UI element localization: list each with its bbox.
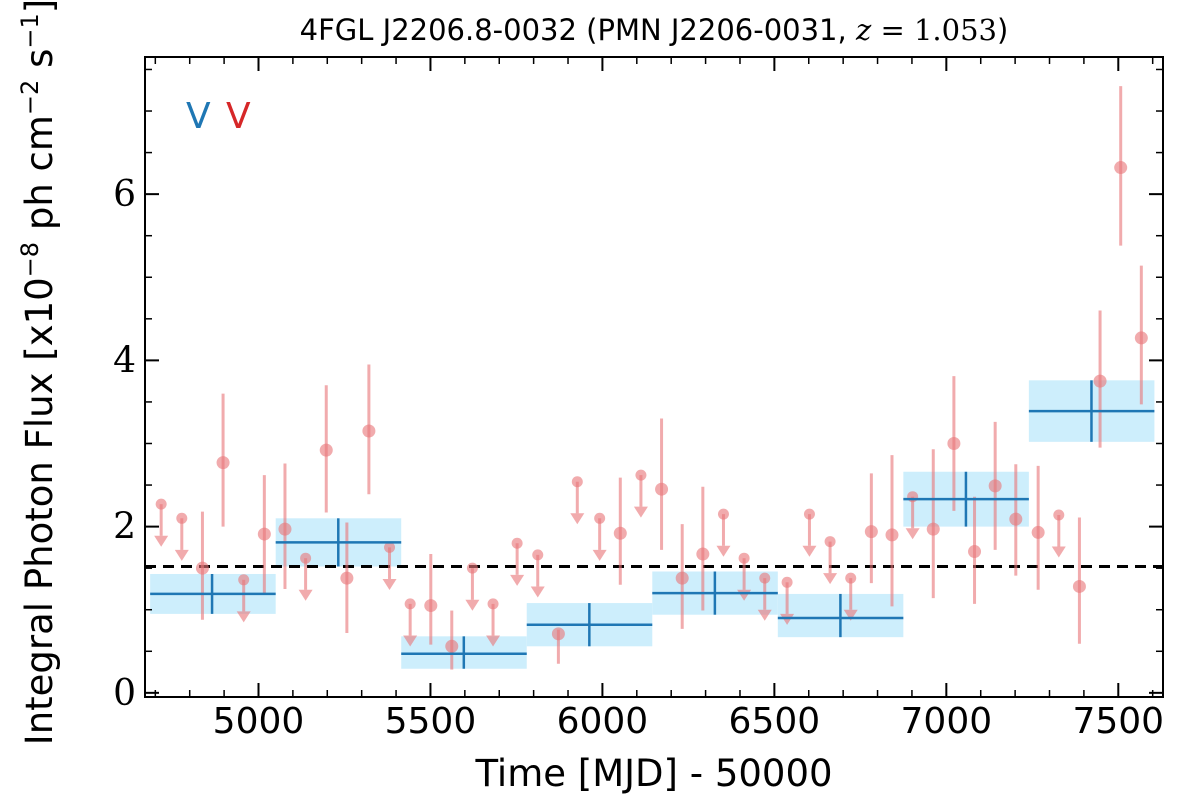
upper-limit-point	[155, 498, 167, 510]
x-tick-label: 7000	[901, 701, 993, 742]
detection-point	[885, 528, 899, 542]
upper-limit-arrow	[823, 573, 838, 585]
upper-limit-point	[384, 541, 396, 553]
upper-limit-point	[803, 508, 815, 520]
upper-limit-arrow	[154, 535, 169, 547]
upper-limit-point	[238, 574, 250, 586]
upper-limit-arrow	[174, 549, 189, 561]
detection-point	[424, 599, 438, 613]
detection-point	[655, 482, 669, 496]
y-tick-label: 0	[113, 673, 136, 714]
detection-point	[988, 479, 1002, 493]
plot-frame	[144, 56, 1164, 698]
detection-point	[216, 456, 230, 470]
upper-limit-arrow	[510, 574, 525, 586]
upper-limit-point	[781, 576, 793, 588]
plot-axes: 5000 5500 6000 6500 7000 7500 0 2 4 6	[113, 56, 1164, 742]
upper-limit-arrow	[486, 635, 501, 647]
upper-limit-point	[635, 469, 647, 481]
x-tick-label: 7500	[1072, 701, 1164, 742]
x-axis-label: Time [MJD] - 50000	[474, 752, 832, 795]
upper-limit-point	[487, 598, 499, 610]
y-tick-label: 4	[113, 340, 136, 381]
detection-point	[613, 526, 627, 540]
detection-point	[968, 545, 982, 559]
x-tick-label: 5500	[385, 701, 477, 742]
tag-blue: V	[186, 96, 211, 137]
binned-flux-markers	[150, 380, 1155, 669]
upper-limit-arrow	[905, 528, 920, 540]
detection-point	[362, 424, 376, 438]
x-tick-label: 6500	[729, 701, 821, 742]
upper-limit-arrow	[403, 635, 418, 647]
upper-limit-arrow	[633, 506, 648, 518]
detection-point	[1093, 374, 1107, 388]
detection-point	[864, 525, 878, 539]
x-tick-label: 6000	[557, 701, 649, 742]
upper-limit-arrow	[298, 589, 313, 601]
upper-limit-point	[759, 572, 771, 584]
detection-point	[340, 571, 354, 585]
upper-limit-point	[466, 562, 478, 574]
detection-point	[926, 522, 940, 536]
flux-points	[154, 86, 1148, 670]
detection-point	[1031, 525, 1045, 539]
upper-limit-arrow	[780, 613, 795, 625]
upper-limit-arrow	[592, 549, 607, 561]
upper-limit-arrow	[757, 609, 772, 621]
upper-limit-point	[300, 552, 312, 564]
upper-limit-point	[824, 536, 836, 548]
upper-limit-arrow	[382, 578, 397, 590]
detection-point	[1134, 331, 1148, 345]
detection-point	[1114, 161, 1128, 175]
detection-point	[551, 627, 565, 641]
upper-limit-point	[532, 549, 544, 561]
detection-point	[1009, 512, 1023, 526]
detection-point	[257, 527, 271, 541]
upper-limit-arrow	[1051, 546, 1066, 558]
upper-limit-arrow	[843, 609, 858, 621]
detection-point	[319, 443, 333, 457]
detection-point	[696, 547, 710, 561]
upper-limit-point	[717, 508, 729, 520]
detection-point	[445, 639, 459, 653]
detection-point	[675, 571, 689, 585]
detection-point	[195, 561, 209, 575]
detection-point	[278, 522, 292, 536]
upper-limit-arrow	[530, 586, 545, 598]
y-tick-label: 6	[113, 174, 136, 215]
upper-limit-point	[176, 512, 188, 524]
y-tick-label: 2	[113, 507, 136, 548]
upper-limit-point	[571, 476, 583, 488]
upper-limit-point	[404, 598, 416, 610]
upper-limit-point	[845, 572, 857, 584]
detection-point	[1072, 579, 1086, 593]
upper-limit-point	[511, 537, 523, 549]
plot-title: 4FGL J2206.8-0032 (PMN J2206-0031, z = 1…	[300, 13, 1009, 47]
x-tick-label: 5000	[213, 701, 305, 742]
upper-limit-arrow	[802, 545, 817, 557]
tag-red: V	[226, 96, 251, 137]
upper-limit-arrow	[716, 545, 731, 557]
y-axis-label: Integral Photon Flux [x10−8 ph cm−2 s−1]	[16, 0, 61, 745]
upper-limit-arrow	[570, 513, 585, 525]
upper-limit-arrow	[465, 599, 480, 611]
upper-limit-arrow	[236, 611, 251, 623]
upper-limit-point	[1053, 509, 1065, 521]
upper-limit-point	[738, 552, 750, 564]
upper-limit-point	[907, 491, 919, 503]
detection-point	[947, 436, 961, 450]
upper-limit-point	[594, 512, 606, 524]
